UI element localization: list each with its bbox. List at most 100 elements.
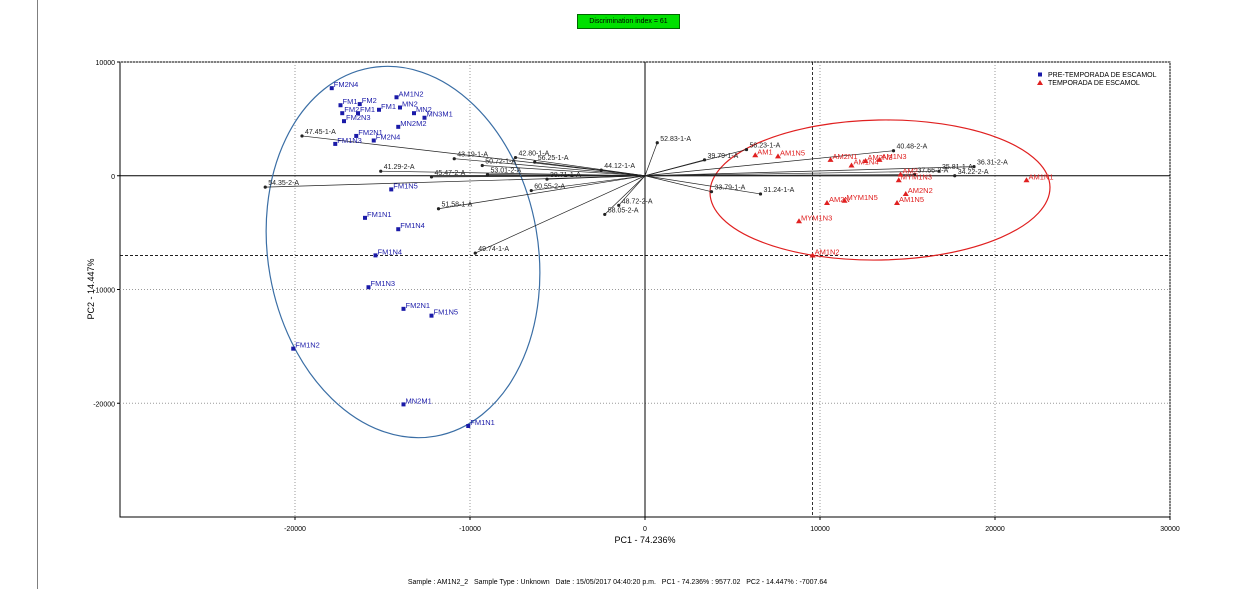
temporada-label: MYM1N3 [901, 172, 932, 181]
loading-point [513, 155, 518, 160]
loading-label: 38.71-1-A [550, 172, 581, 179]
loading-vector [454, 158, 646, 177]
temporada-marker [827, 156, 834, 162]
pre-temporada-marker [357, 102, 362, 107]
temporada-marker [752, 152, 759, 158]
sample-crosshair [120, 62, 1170, 517]
pre-temporada-label: FM1 [381, 102, 396, 111]
loading-label: 47.45-1-A [305, 129, 336, 136]
loading-vector [618, 175, 646, 206]
pre-temporada-marker [340, 111, 345, 116]
x-axis-label: PC1 - 74.236% [614, 535, 675, 545]
pre-temporada-label: FM2N3 [346, 113, 371, 122]
pre-temporada-label: MN2M2 [400, 119, 426, 128]
loading-point [545, 177, 549, 181]
loading-point [912, 173, 917, 177]
pre-temporada-marker [396, 227, 401, 232]
pre-temporada-label: FM2N1 [358, 128, 383, 137]
x-tick-label: -20000 [284, 526, 306, 533]
loading-label: 48.72-2-A [622, 198, 653, 205]
loading-label: 40.48-2-A [897, 144, 928, 151]
loading-label: 33.79-1-A [715, 185, 746, 192]
pre-temporada-label: FM1N3 [371, 279, 396, 288]
pre-temporada-label: FM1 [360, 105, 375, 114]
pre-temporada-label: FM1N5 [434, 308, 459, 317]
y-tick-label: 10000 [96, 60, 116, 67]
temporada-marker [876, 156, 883, 162]
loading-vector [644, 175, 712, 193]
pre-temporada-label: FM2 [344, 105, 359, 114]
pre-temporada-marker [333, 141, 338, 146]
loading-label: 56.25-1-A [538, 155, 569, 162]
loading-point [744, 147, 749, 152]
legend-temporada-label: TEMPORADA DE ESCAMOL [1048, 80, 1140, 87]
loading-point [452, 157, 456, 161]
pre-temporada-marker [377, 107, 381, 112]
loading-label: 42.80-1-A [519, 151, 550, 158]
pre-temporada-marker [401, 402, 406, 407]
loading-label: 53.01-2-A [491, 168, 522, 175]
temporada-label: AM2N1 [833, 152, 858, 161]
temporada-label: AM1N4 [854, 158, 879, 167]
loading-vector [601, 169, 646, 177]
pre-temporada-label: FM2N4 [376, 132, 401, 141]
loading-vector [644, 142, 658, 176]
pre-temporada-marker [401, 306, 406, 311]
loading-vector [546, 175, 646, 180]
temporada-marker [862, 157, 869, 163]
loading-point [953, 174, 957, 178]
temporada-label: AM1N5 [899, 195, 924, 204]
legend-pre-temporada-label: PRE-TEMPORADA DE ESCAMOL [1048, 72, 1157, 79]
pre-temporada-marker [389, 187, 394, 192]
loading-point [300, 134, 304, 138]
loading-point [617, 203, 621, 207]
loading-vector [482, 165, 646, 177]
loading-label: 35.81-1-A [942, 164, 973, 171]
loading-point [655, 141, 659, 145]
loading-label: 41.29-2-A [384, 164, 415, 171]
pre-temporada-marker [396, 124, 401, 129]
loading-vector [431, 175, 646, 178]
loading-label: 31.24-1-A [764, 187, 795, 194]
pre-temporada-marker [338, 103, 343, 108]
temporada-marker [895, 177, 902, 183]
pre-temporada-label: FM2N1 [406, 301, 431, 310]
pre-temporada-label: MN2 [402, 100, 418, 109]
pre-temporada-marker [354, 133, 359, 138]
loading-vector [644, 150, 894, 177]
pre-temporada-label: FM2N4 [334, 80, 359, 89]
temporada-label: MYM1N5 [847, 193, 878, 202]
pre-temporada-label: MN2 [416, 105, 432, 114]
y-tick-label: -20000 [93, 401, 115, 408]
temporada-marker [902, 190, 909, 196]
loading-vector [644, 166, 975, 177]
x-tick-label: -10000 [459, 526, 481, 533]
loading-label: 52.83-1-A [660, 136, 691, 143]
loading-point [429, 175, 434, 179]
loading-label: 36.31-2-A [977, 160, 1008, 167]
pre-temporada-marker [466, 424, 471, 428]
temporada-label: MYM1N3 [801, 213, 832, 222]
axis-ticks: -20000 -10000 0 10000 20000 30000 10000 0 -10000… [93, 60, 1180, 533]
loading-label: 37.66-2-A [918, 168, 949, 175]
loading-label: 49.74-1-A [478, 246, 509, 253]
temporada-label: AM2N [829, 195, 850, 204]
temporada-marker [894, 200, 900, 206]
x-tick-label: 20000 [985, 526, 1005, 533]
loading-point [529, 188, 533, 193]
pre-temporada-label: FM1N3 [337, 136, 362, 145]
loading-vector [604, 175, 646, 215]
group-ellipses [265, 65, 1051, 439]
pre-temporada-label: FM1 [343, 97, 358, 106]
pre-temporada-marker [394, 95, 399, 100]
discrimination-index-badge: Discrimination index = 61 [577, 14, 680, 29]
pre-temporada-marker [356, 111, 360, 116]
temporada-marker [796, 218, 802, 224]
loading-vectors: 54.35-2-A 47.45-1-A 41.29-2-A 43.19-1-A 45.4… [263, 129, 1008, 255]
pre-temporada-marker [422, 115, 427, 120]
temporada-label: AM2N3 [868, 153, 893, 162]
x-tick-label: 0 [643, 526, 647, 533]
